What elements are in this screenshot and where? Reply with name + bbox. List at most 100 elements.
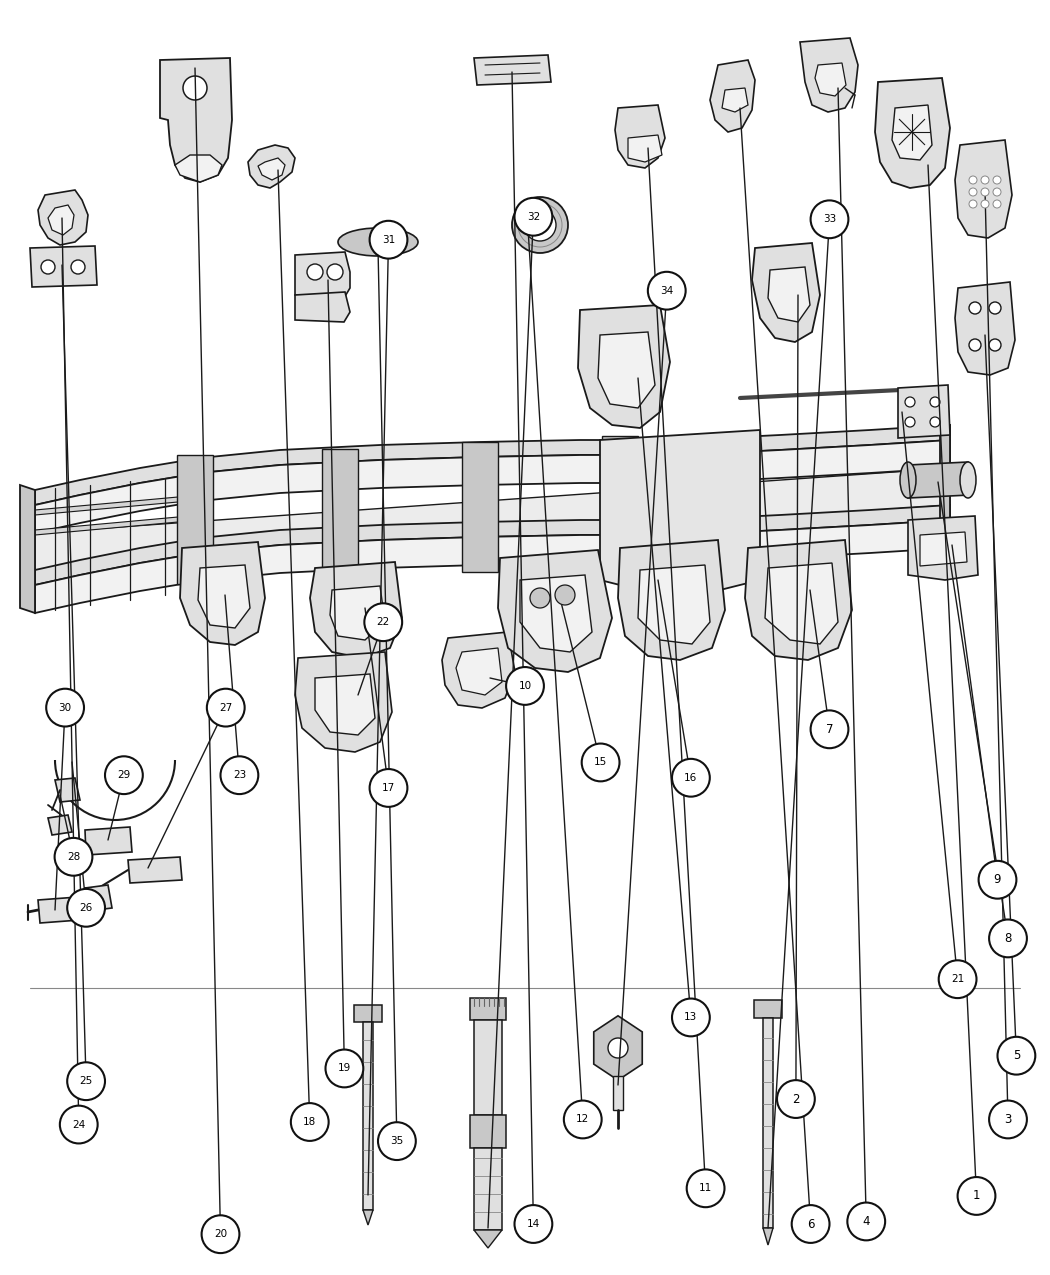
Polygon shape [85,885,112,912]
Polygon shape [578,305,670,428]
Text: 11: 11 [699,1183,712,1193]
Polygon shape [35,468,950,570]
Polygon shape [815,62,846,96]
Polygon shape [48,815,72,835]
Polygon shape [746,541,852,660]
Polygon shape [470,998,506,1020]
Polygon shape [875,78,950,187]
Polygon shape [956,140,1012,238]
Polygon shape [474,1230,502,1248]
Text: 30: 30 [59,703,71,713]
Circle shape [687,1169,724,1207]
Ellipse shape [960,462,977,499]
Circle shape [989,339,1001,351]
Polygon shape [35,515,200,536]
Polygon shape [628,135,662,162]
Polygon shape [920,532,967,566]
Polygon shape [892,105,932,159]
Ellipse shape [338,228,418,256]
Polygon shape [956,282,1015,375]
Text: 1: 1 [972,1190,981,1202]
Text: 19: 19 [338,1063,351,1074]
Circle shape [41,260,55,274]
Polygon shape [722,88,748,112]
Polygon shape [295,292,350,323]
Polygon shape [128,857,182,884]
Circle shape [506,667,544,705]
Circle shape [564,1100,602,1139]
Circle shape [183,76,207,99]
Polygon shape [315,674,375,734]
Text: 15: 15 [594,757,607,768]
Circle shape [291,1103,329,1141]
Polygon shape [35,425,950,505]
Polygon shape [598,332,655,408]
Polygon shape [295,252,350,302]
Polygon shape [470,1116,506,1148]
Polygon shape [175,156,222,182]
Circle shape [648,272,686,310]
Text: 12: 12 [576,1114,589,1125]
Circle shape [46,688,84,727]
Text: 4: 4 [862,1215,870,1228]
Circle shape [981,200,989,208]
Polygon shape [354,1005,382,1023]
Circle shape [979,861,1016,899]
Polygon shape [177,455,213,584]
Text: 17: 17 [382,783,395,793]
Polygon shape [600,430,760,595]
Polygon shape [618,541,724,660]
Polygon shape [613,1076,623,1111]
Text: 3: 3 [1004,1113,1012,1126]
Polygon shape [800,38,858,112]
Polygon shape [160,57,232,182]
Text: 20: 20 [214,1229,227,1239]
Text: 18: 18 [303,1117,316,1127]
Text: 23: 23 [233,770,246,780]
Polygon shape [35,440,950,533]
Circle shape [307,264,323,280]
Circle shape [530,588,550,608]
Text: 22: 22 [377,617,390,627]
Circle shape [930,397,940,407]
Polygon shape [602,436,638,566]
Circle shape [969,302,981,314]
Circle shape [777,1080,815,1118]
Polygon shape [768,266,810,323]
Polygon shape [322,449,358,578]
Polygon shape [38,898,80,923]
Circle shape [582,743,620,782]
Text: 8: 8 [1004,932,1012,945]
Text: 16: 16 [685,773,697,783]
Polygon shape [258,158,285,180]
Polygon shape [198,565,250,629]
Text: 27: 27 [219,703,232,713]
Circle shape [672,998,710,1037]
Polygon shape [908,462,970,499]
Circle shape [981,187,989,196]
Text: 31: 31 [382,235,395,245]
Polygon shape [474,1148,502,1230]
Circle shape [202,1215,239,1253]
Text: 5: 5 [1012,1049,1021,1062]
Circle shape [969,200,977,208]
Polygon shape [330,586,385,640]
Polygon shape [363,1023,373,1210]
Polygon shape [474,55,551,85]
Polygon shape [763,1017,773,1228]
Polygon shape [898,385,950,439]
Polygon shape [638,565,710,644]
Circle shape [792,1205,830,1243]
Polygon shape [35,495,200,515]
Polygon shape [520,575,592,652]
Circle shape [993,187,1001,196]
Circle shape [930,417,940,427]
Text: 32: 32 [527,212,540,222]
Text: 21: 21 [951,974,964,984]
Polygon shape [48,205,74,235]
Text: 9: 9 [993,873,1002,886]
Circle shape [993,176,1001,184]
Text: 7: 7 [825,723,834,736]
Ellipse shape [900,462,916,499]
Polygon shape [363,1210,373,1225]
